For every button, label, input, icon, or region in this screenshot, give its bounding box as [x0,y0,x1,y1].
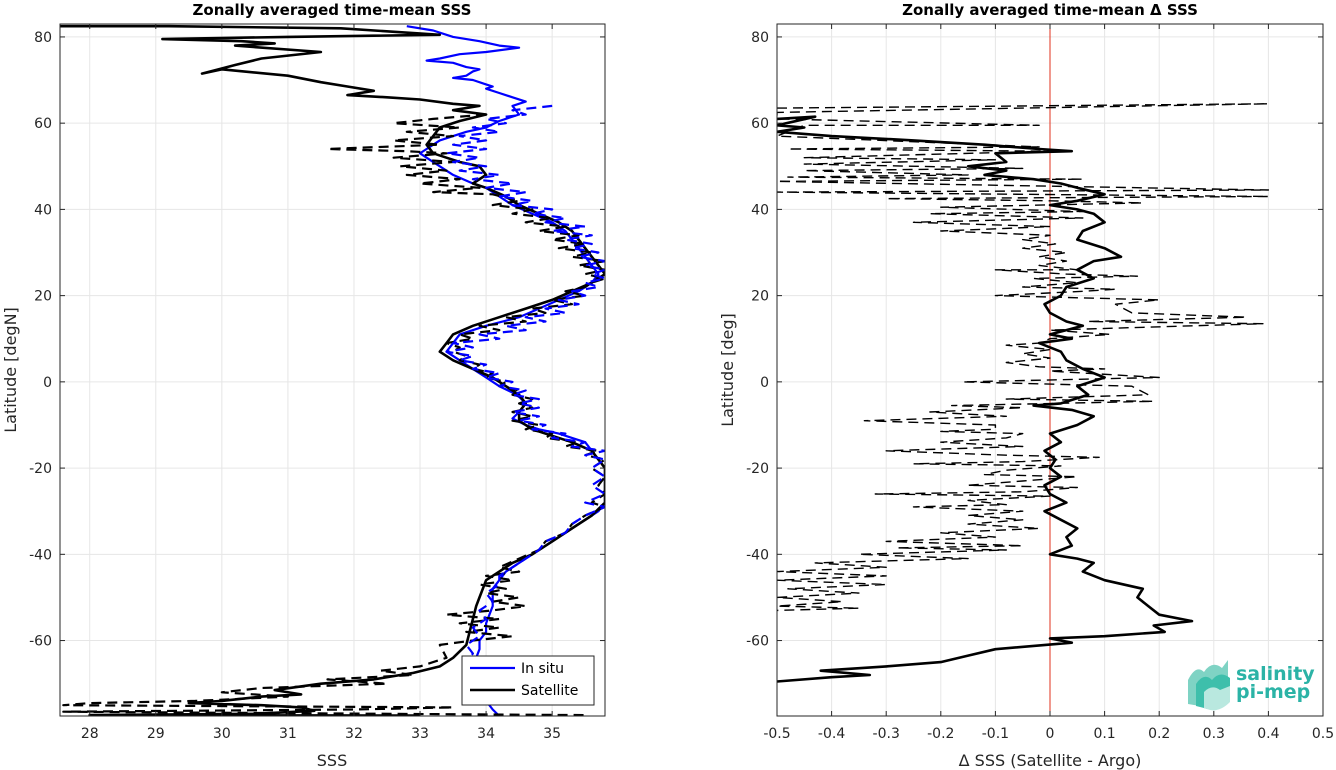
right-panel: -0.5 -0.4 -0.3 -0.2 -0.1 0 0.1 0.2 0.3 0.4 0.5 80 60… [718,1,1334,770]
right-y-tick-label: 0 [760,375,769,391]
left-axes-box [59,23,606,717]
right-ticks: -0.5 -0.4 -0.3 -0.2 -0.1 0 0.1 0.2 0.3 0.4 0.5 80 60… [746,24,1334,742]
right-x-tick-label: 0.4 [1257,726,1279,742]
left-x-tick-label: 31 [279,726,297,742]
left-series-satellite-solid-line [60,24,605,716]
right-series-unnamed-dashed-line [777,103,1270,612]
left-plot-area [60,24,605,716]
legend-box [461,655,595,706]
left-x-tick-label: 35 [543,726,561,742]
right-y-axis-label: Latitude [deg] [718,313,737,427]
left-x-tick-label: 29 [147,726,165,742]
logo-text-pi-mep: pi-mep [1236,681,1310,703]
left-x-tick-label: 30 [213,726,231,742]
salinity-pi-mep-logo: salinity pi-mep [1188,660,1315,711]
right-y-tick-label: 60 [751,116,769,132]
left-y-axis-label: Latitude [degN] [1,307,20,433]
right-x-tick-label: 0 [1046,726,1055,742]
left-series-unnamed-dashed-line [62,113,605,716]
left-y-tick-label: 0 [43,375,52,391]
left-x-tick-label: 34 [477,726,495,742]
left-x-tick-label: 32 [345,726,363,742]
right-series-unnamed-solid-line [777,115,1194,683]
left-series-unnamed-dashed-line [445,104,605,663]
right-chart-title: Zonally averaged time-mean Δ SSS [902,1,1198,19]
logo-text-salinity: salinity [1236,663,1315,685]
right-x-tick-label: -0.3 [873,726,900,742]
right-x-tick-label: -0.5 [763,726,790,742]
right-x-tick-label: -0.1 [982,726,1009,742]
left-x-tick-label: 33 [411,726,429,742]
left-series [60,24,605,716]
left-x-axis-label: SSS [317,751,347,770]
left-ticks: 28 29 30 31 32 33 34 35 80 60 40 20 0 -20 -40 -60 [29,24,605,742]
right-y-tick-label: 20 [751,289,769,305]
left-chart-title: Zonally averaged time-mean SSS [193,1,472,19]
left-y-tick-label: -20 [29,461,52,477]
left-panel: 28 29 30 31 32 33 34 35 80 60 40 20 0 -20 -40 -60 Zonal… [1,1,606,770]
left-y-tick-label: 20 [34,289,52,305]
left-y-tick-label: -40 [29,547,52,563]
legend-satellite-label: Satellite [521,683,578,699]
legend: In situ Satellite [461,655,595,706]
right-x-tick-label: -0.4 [818,726,845,742]
right-x-tick-label: 0.1 [1093,726,1115,742]
right-series [777,24,1270,716]
left-y-tick-label: 60 [34,116,52,132]
right-y-tick-label: -40 [746,547,769,563]
right-y-tick-label: -20 [746,461,769,477]
right-x-tick-label: 0.5 [1312,726,1334,742]
right-x-tick-label: 0.2 [1148,726,1170,742]
legend-insitu-label: In situ [521,661,564,677]
left-x-tick-label: 28 [81,726,99,742]
left-y-tick-label: 80 [34,30,52,46]
right-x-axis-label: Δ SSS (Satellite - Argo) [959,751,1142,770]
left-y-tick-label: -60 [29,634,52,650]
logo-wave-icon [1188,660,1230,711]
right-y-tick-label: 80 [751,30,769,46]
right-x-tick-label: -0.2 [927,726,954,742]
right-x-tick-label: 0.3 [1203,726,1225,742]
right-y-tick-label: -60 [746,634,769,650]
right-y-tick-label: 40 [751,202,769,218]
left-y-tick-label: 40 [34,202,52,218]
